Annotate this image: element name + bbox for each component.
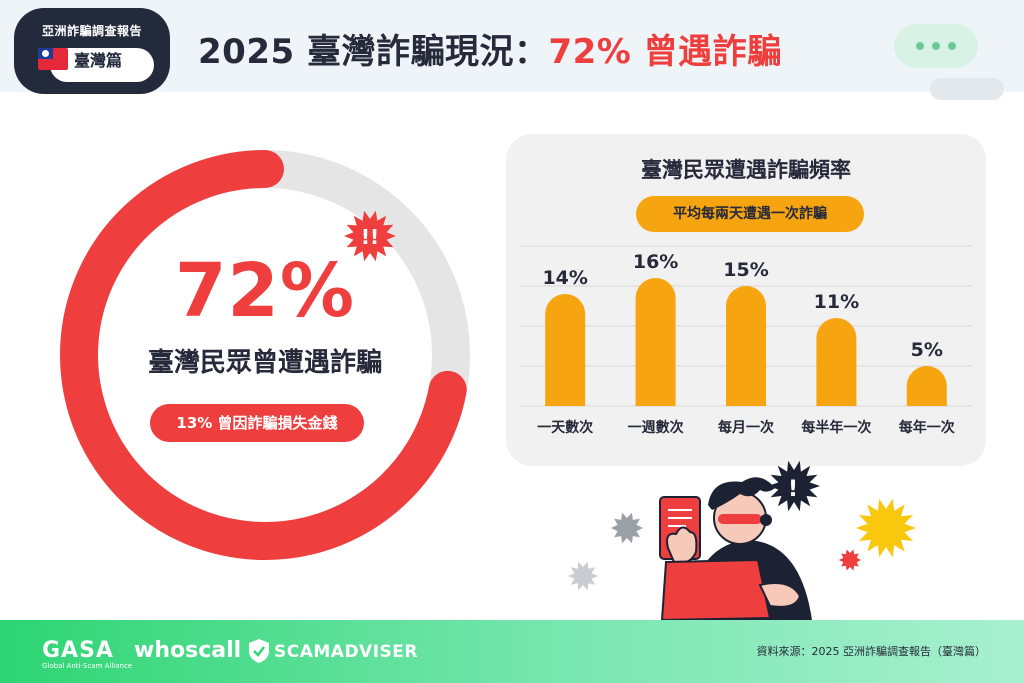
bar-2 (635, 278, 676, 406)
dark-burst-shape (768, 460, 820, 512)
bar-4 (816, 318, 857, 406)
donut-value-arc (60, 150, 467, 560)
badge-region-label: 臺灣篇 (74, 51, 123, 70)
scamadviser-logo: SCAMADVISER (274, 642, 418, 662)
chat-dot (932, 42, 940, 50)
alert-burst-shape (344, 210, 396, 262)
badge-report-title: 亞洲詐騙調查報告 (41, 24, 142, 38)
donut-label: 臺灣民眾曾遭遇詐騙 (147, 348, 382, 378)
footer-band (0, 620, 1024, 683)
person-hand (666, 526, 698, 564)
chat-bubble-icon (894, 24, 978, 68)
bar-category-label: 一天數次 (537, 419, 593, 436)
chat-dot (916, 42, 924, 50)
headset-icon (760, 514, 772, 526)
bar-5 (906, 366, 947, 406)
frequency-title: 臺灣民眾遭遇詐騙頻率 (641, 158, 851, 182)
bar-value-label: 15% (723, 259, 768, 281)
frequency-bar-chart: 14% 一天數次 16% 一週數次 15% 每月一次 11% 每半年一次 5% 每年一次 (520, 245, 972, 436)
shield-icon (249, 639, 269, 663)
title-highlight: 72% 曾遇詐騙 (548, 32, 782, 72)
small-red-burst-icon (839, 549, 861, 571)
person-hair (708, 477, 775, 510)
chat-dot (948, 42, 956, 50)
page-title: 2025 臺灣詐騙現況：72% 曾遇詐騙 (198, 24, 782, 73)
dark-alert-burst-icon: ! (768, 460, 820, 512)
alert-burst-icon: !! (344, 210, 396, 262)
bar-category-label: 每月一次 (718, 419, 774, 436)
donut-value-text: 72% (174, 248, 356, 334)
gasa-logo-subtitle: Global Anti-Scam Alliance (42, 662, 133, 670)
chat-bar-decoration (930, 78, 1004, 100)
loss-note-pill: 13% 曾因詐騙損失金錢 (150, 404, 364, 442)
person-hand-right (758, 582, 802, 608)
bar-3 (726, 286, 766, 406)
taiwan-flag-icon (38, 48, 68, 70)
worried-person-illustration (659, 477, 812, 620)
data-source-note: 資料來源：2025 亞洲詐騙調查報告（臺灣篇） (756, 645, 987, 658)
gray-burst-icon (568, 561, 598, 591)
frequency-note-pill: 平均每兩天遭遇一次詐騙 (636, 196, 864, 232)
title-prefix: 2025 臺灣詐騙現況： (198, 32, 549, 72)
header-band (0, 0, 1024, 92)
bar-category-label: 每年一次 (899, 419, 955, 436)
yellow-burst-icon (856, 498, 916, 558)
bar-1 (545, 294, 586, 406)
laptop-illustration (660, 558, 772, 620)
bar-value-label: 5% (911, 339, 943, 361)
dark-burst-mark: ! (788, 477, 798, 502)
flag-sun (42, 50, 49, 57)
bar-category-label: 一週數次 (628, 419, 684, 436)
whoscall-logo: whoscall (134, 638, 242, 663)
gray-burst-icon (611, 512, 643, 544)
bar-value-label: 14% (542, 267, 587, 289)
gasa-logo: GASA (42, 638, 114, 663)
person-eyes (718, 514, 762, 524)
decorations: !! ! (344, 210, 916, 620)
bar-category-label: 每半年一次 (801, 419, 871, 436)
bar-value-label: 11% (814, 291, 859, 313)
bar-value-label: 16% (633, 251, 678, 273)
alert-burst-mark: !! (361, 225, 379, 249)
donut-chart (60, 150, 470, 560)
report-badge: 亞洲詐騙調查報告 (14, 8, 170, 94)
